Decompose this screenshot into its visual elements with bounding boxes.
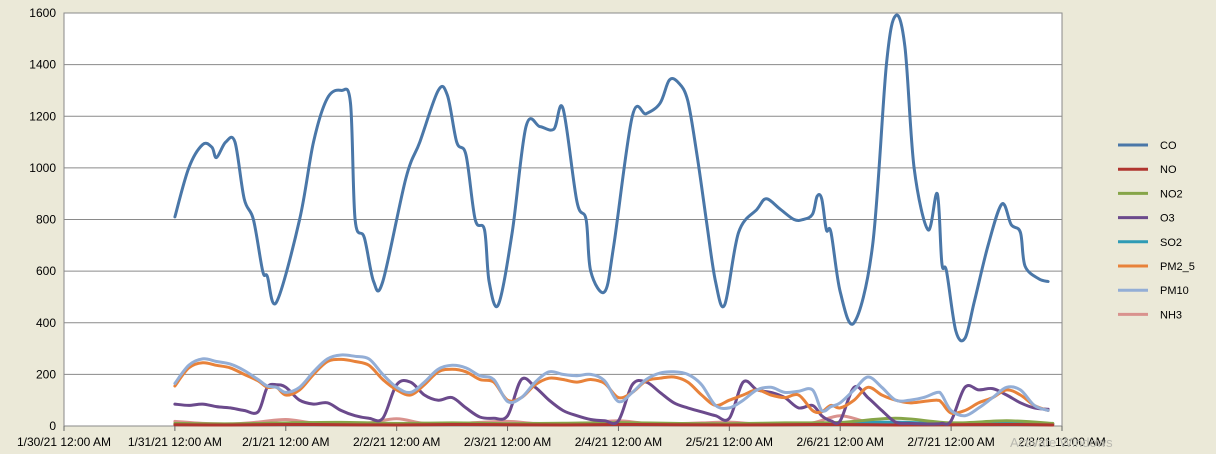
legend-label: PM10 — [1160, 285, 1189, 297]
legend-label: NO — [1160, 164, 1177, 176]
series-line-pm2-5 — [173, 357, 1050, 415]
y-tick-label: 400 — [36, 316, 56, 330]
x-tick-label: 1/30/21 12:00 AM — [17, 435, 111, 449]
gridlines — [64, 12, 1062, 427]
series-line-co — [173, 13, 1050, 343]
watermark-text: Activate Windows — [1010, 435, 1113, 450]
x-tick-label: 2/3/21 12:00 AM — [464, 435, 551, 449]
legend: CO NO NO2 O3 SO2 PM2_5 PM10 NH3 — [1118, 140, 1195, 321]
y-tick-label: 1000 — [29, 161, 56, 175]
y-tick-label: 800 — [36, 213, 56, 227]
x-tick-label: 2/4/21 12:00 AM — [575, 435, 662, 449]
series-line-o3 — [173, 376, 1050, 426]
series-lines — [173, 13, 1055, 427]
series-line-pm10 — [173, 353, 1050, 418]
legend-label: NH3 — [1160, 309, 1182, 321]
y-tick-label: 0 — [49, 419, 56, 433]
y-tick-label: 1400 — [29, 58, 56, 72]
legend-label: SO2 — [1160, 237, 1182, 249]
x-axis-tick-labels: 1/30/21 12:00 AM 1/31/21 12:00 AM 2/1/21 1… — [17, 426, 1106, 449]
x-tick-label: 2/1/21 12:00 AM — [242, 435, 329, 449]
legend-label: NO2 — [1160, 188, 1183, 200]
x-tick-label: 2/2/21 12:00 AM — [353, 435, 440, 449]
y-axis-tick-labels: 0 200 400 600 800 1000 1200 1400 1600 — [29, 6, 56, 433]
x-tick-label: 2/6/21 12:00 AM — [797, 435, 884, 449]
x-tick-label: 1/31/21 12:00 AM — [128, 435, 222, 449]
x-tick-label: 2/8/21 12:00 AM — [1018, 435, 1105, 449]
y-tick-label: 1600 — [29, 6, 56, 20]
legend-label: CO — [1160, 140, 1177, 152]
legend-label: O3 — [1160, 213, 1175, 225]
y-tick-label: 200 — [36, 367, 56, 381]
legend-label: PM2_5 — [1160, 261, 1195, 273]
y-tick-label: 600 — [36, 264, 56, 278]
y-tick-label: 1200 — [29, 109, 56, 123]
x-tick-label: 2/7/21 12:00 AM — [907, 435, 994, 449]
x-tick-label: 2/5/21 12:00 AM — [686, 435, 773, 449]
